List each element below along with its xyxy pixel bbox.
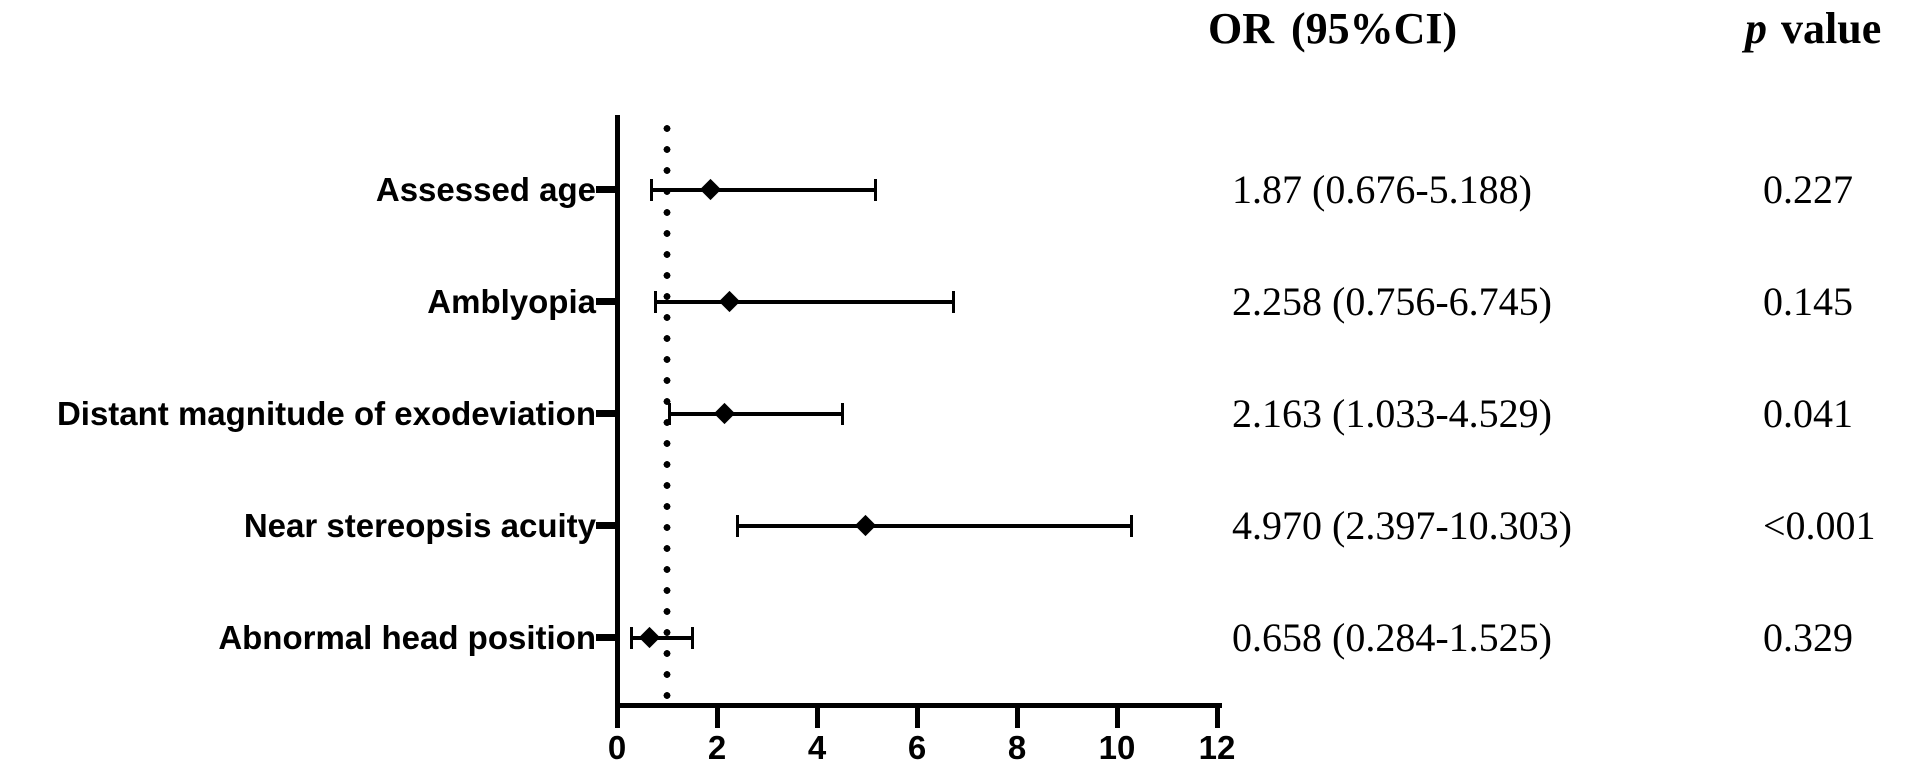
y-axis-line (615, 115, 620, 708)
row-label: Assessed age (375, 171, 596, 208)
row-label: Near stereopsis acuity (243, 507, 596, 544)
p-value: 0.227 (1763, 167, 1853, 212)
ci-whisker-line (655, 300, 954, 304)
x-tick (1115, 708, 1120, 728)
diamond-marker (718, 290, 741, 313)
x-tick-label: 4 (807, 729, 827, 766)
category-tick (596, 186, 617, 193)
x-tick-label: 12 (1198, 729, 1236, 766)
or-ci-value: 0.658 (0.284-1.525) (1232, 615, 1552, 660)
p-header-rest: value (1781, 4, 1882, 53)
x-tick-label: 8 (1007, 729, 1027, 766)
p-value: 0.041 (1763, 391, 1853, 436)
category-tick (596, 634, 617, 641)
p-value: <0.001 (1763, 503, 1876, 548)
x-tick (915, 708, 920, 728)
row-label: Distant magnitude of exodeviation (56, 395, 596, 432)
x-tick (1015, 708, 1020, 728)
ci-whisker-line (737, 524, 1132, 528)
x-tick (1215, 708, 1220, 728)
p-value: 0.329 (1763, 615, 1853, 660)
ci-cap-right (691, 627, 694, 649)
diamond-marker (699, 178, 722, 201)
ci-cap-right (1130, 515, 1133, 537)
category-tick (596, 410, 617, 417)
reference-dotted-line (663, 118, 671, 701)
category-tick (596, 298, 617, 305)
ci-cap-left (650, 179, 653, 201)
x-tick-label: 0 (607, 729, 627, 766)
x-tick (615, 708, 620, 728)
x-tick (715, 708, 720, 728)
or-ci-value: 4.970 (2.397-10.303) (1232, 503, 1572, 548)
ci-cap-right (952, 291, 955, 313)
or-ci-value: 2.163 (1.033-4.529) (1232, 391, 1552, 436)
row-label: Abnormal head position (218, 619, 596, 656)
x-axis-line (615, 703, 1222, 708)
p-header-italic: p (1745, 4, 1767, 53)
x-tick-label: 6 (907, 729, 927, 766)
row-label: Amblyopia (427, 283, 596, 320)
ci-whisker-line (631, 636, 693, 640)
or-ci-column-header: OR (95%CI) (1208, 4, 1458, 53)
or-ci-value: 1.87 (0.676-5.188) (1232, 167, 1532, 212)
diamond-marker (638, 626, 661, 649)
ci-cap-left (736, 515, 739, 537)
x-tick-label: 10 (1098, 729, 1136, 766)
ci-cap-right (841, 403, 844, 425)
ci-cap-left (630, 627, 633, 649)
ci-whisker-line (669, 412, 843, 416)
p-value: 0.145 (1763, 279, 1853, 324)
ci-whisker-line (651, 188, 876, 192)
x-tick-label: 2 (707, 729, 727, 766)
ci-cap-left (654, 291, 657, 313)
category-tick (596, 522, 617, 529)
or-ci-value: 2.258 (0.756-6.745) (1232, 279, 1552, 324)
p-value-column-header: p value (1745, 2, 1881, 56)
x-tick (815, 708, 820, 728)
diamond-marker (854, 514, 877, 537)
ci-cap-right (874, 179, 877, 201)
diamond-marker (713, 402, 736, 425)
ci-cap-left (668, 403, 671, 425)
